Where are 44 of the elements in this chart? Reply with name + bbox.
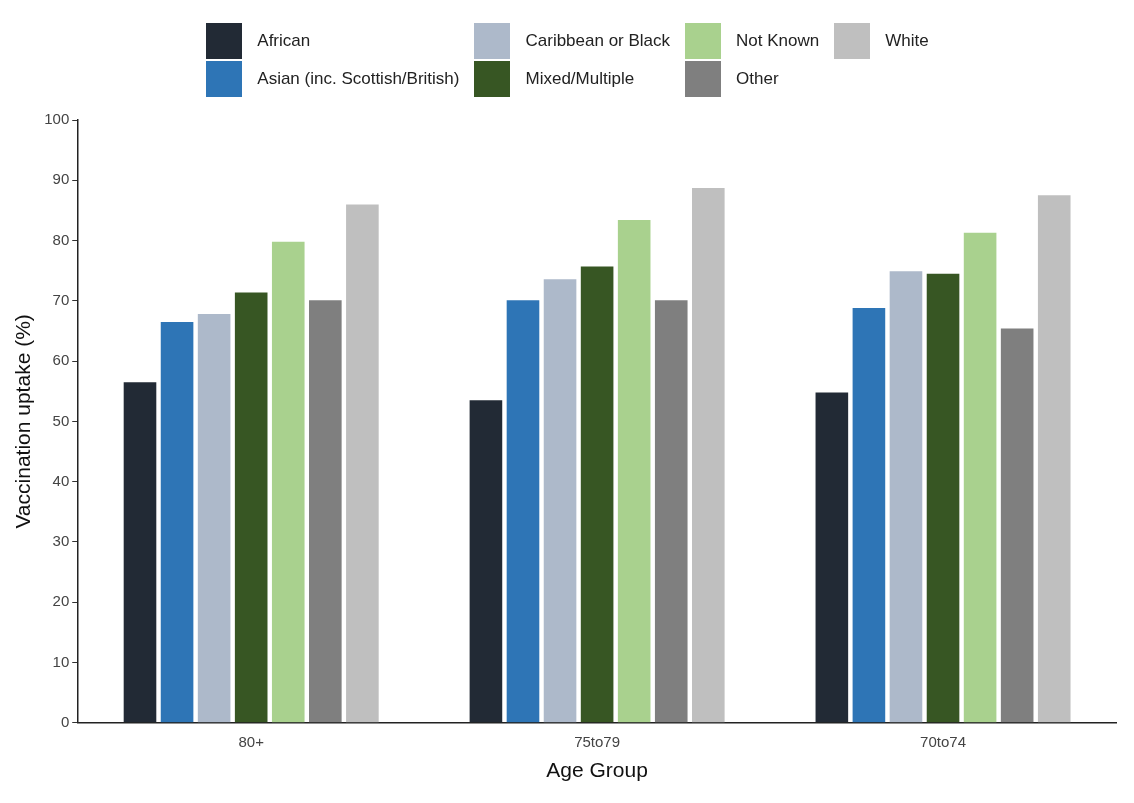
bar — [1037, 195, 1071, 723]
x-axis-title: Age Group — [546, 758, 648, 782]
legend-label: Mixed/Multiple — [525, 69, 635, 89]
bar — [963, 232, 997, 723]
bar — [815, 392, 849, 723]
x-tick-label: 75to79 — [574, 732, 621, 750]
legend-label: Asian (inc. Scottish/British) — [257, 69, 460, 89]
bar — [234, 292, 268, 723]
bar — [654, 300, 688, 723]
legend-label: Caribbean or Black — [525, 31, 671, 51]
y-tick-label: 30 — [52, 532, 70, 550]
y-tick-label: 0 — [60, 712, 70, 730]
bar — [692, 188, 725, 723]
bar — [617, 220, 651, 723]
bar — [852, 308, 886, 723]
bar — [160, 321, 194, 723]
y-tick-label: 100 — [44, 110, 70, 128]
bar — [346, 204, 379, 723]
y-tick-label: 10 — [52, 652, 70, 670]
y-tick-label: 80 — [52, 230, 70, 248]
bar — [469, 400, 503, 723]
bar — [1000, 328, 1034, 723]
bar — [926, 273, 960, 723]
y-tick-label: 60 — [52, 351, 70, 369]
bar — [197, 314, 231, 723]
x-tick-label: 70to74 — [920, 732, 966, 750]
y-tick-label: 40 — [52, 471, 70, 489]
y-tick-label: 90 — [52, 170, 70, 188]
bar — [309, 300, 342, 723]
bar — [271, 241, 305, 723]
y-tick-label: 70 — [52, 290, 70, 308]
bar — [889, 271, 923, 723]
legend-label: White — [885, 31, 929, 51]
y-axis-title: Vaccination uptake (%) — [11, 314, 35, 529]
y-tick-label: 20 — [52, 592, 70, 610]
bar — [123, 382, 157, 723]
legend-label: African — [257, 31, 311, 51]
y-tick-label: 50 — [52, 411, 70, 429]
legend-label: Not Known — [736, 31, 820, 51]
bar — [506, 300, 540, 723]
bar — [580, 266, 614, 723]
x-tick-label: 80+ — [238, 732, 265, 750]
bar — [543, 279, 577, 723]
legend-label: Other — [736, 69, 779, 89]
